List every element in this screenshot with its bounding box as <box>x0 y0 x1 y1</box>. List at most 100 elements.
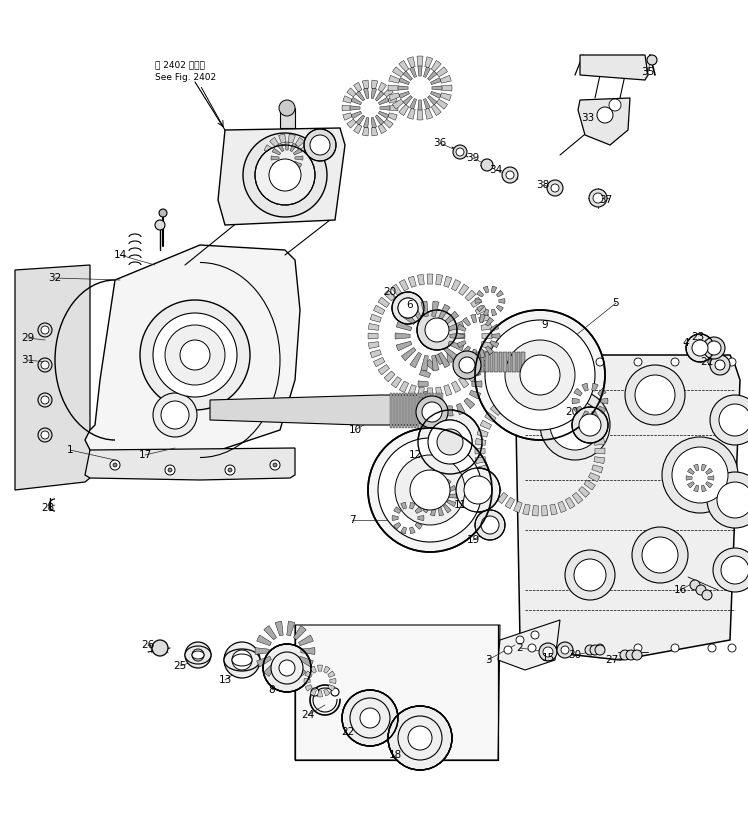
Polygon shape <box>343 113 352 121</box>
Circle shape <box>632 650 642 660</box>
Circle shape <box>502 167 518 183</box>
Circle shape <box>279 100 295 116</box>
Circle shape <box>475 510 505 540</box>
Polygon shape <box>384 290 395 301</box>
Polygon shape <box>85 448 295 480</box>
Polygon shape <box>350 106 360 110</box>
Polygon shape <box>305 685 312 691</box>
Polygon shape <box>550 387 557 398</box>
Polygon shape <box>384 88 393 97</box>
Polygon shape <box>418 486 427 492</box>
Circle shape <box>418 410 482 474</box>
Circle shape <box>686 334 714 362</box>
Polygon shape <box>301 163 310 171</box>
Circle shape <box>228 468 232 472</box>
Polygon shape <box>410 502 415 509</box>
Circle shape <box>710 355 730 375</box>
Circle shape <box>38 323 52 337</box>
Polygon shape <box>408 385 417 396</box>
Circle shape <box>41 396 49 404</box>
Circle shape <box>153 393 197 437</box>
Polygon shape <box>598 406 606 414</box>
Polygon shape <box>451 381 461 392</box>
Polygon shape <box>447 500 456 506</box>
Polygon shape <box>391 377 402 388</box>
Circle shape <box>672 447 728 503</box>
Circle shape <box>717 482 748 518</box>
Circle shape <box>155 220 165 230</box>
Polygon shape <box>354 83 362 92</box>
Polygon shape <box>481 352 485 372</box>
Polygon shape <box>418 500 427 506</box>
Circle shape <box>159 209 167 217</box>
Polygon shape <box>269 137 279 147</box>
Polygon shape <box>481 324 491 330</box>
Polygon shape <box>398 86 408 90</box>
Polygon shape <box>417 494 425 498</box>
Circle shape <box>311 688 319 696</box>
Polygon shape <box>491 286 497 293</box>
Polygon shape <box>432 301 439 316</box>
Polygon shape <box>462 346 470 354</box>
Circle shape <box>547 180 563 196</box>
Polygon shape <box>393 393 396 428</box>
Circle shape <box>279 660 295 676</box>
Polygon shape <box>418 515 424 520</box>
Polygon shape <box>437 67 447 77</box>
Polygon shape <box>402 311 416 325</box>
Polygon shape <box>592 383 598 392</box>
Polygon shape <box>310 689 316 696</box>
Polygon shape <box>480 420 491 430</box>
Text: 15: 15 <box>542 653 554 663</box>
Polygon shape <box>290 164 297 173</box>
Polygon shape <box>476 291 484 297</box>
Polygon shape <box>408 108 415 119</box>
Circle shape <box>360 708 380 728</box>
Circle shape <box>161 401 189 429</box>
Polygon shape <box>373 306 384 315</box>
Polygon shape <box>278 164 284 173</box>
Circle shape <box>585 645 595 655</box>
Circle shape <box>41 326 49 334</box>
Circle shape <box>710 395 748 445</box>
Circle shape <box>626 650 636 660</box>
Polygon shape <box>351 112 361 119</box>
Circle shape <box>642 537 678 573</box>
Polygon shape <box>558 501 566 512</box>
Polygon shape <box>347 119 356 128</box>
Polygon shape <box>375 91 384 101</box>
Polygon shape <box>421 301 429 316</box>
Circle shape <box>165 465 175 475</box>
Circle shape <box>192 649 204 661</box>
Polygon shape <box>317 691 322 697</box>
Polygon shape <box>435 393 438 428</box>
Circle shape <box>715 360 725 370</box>
Polygon shape <box>431 92 441 98</box>
Circle shape <box>702 590 712 600</box>
Polygon shape <box>438 304 450 320</box>
Polygon shape <box>425 108 432 119</box>
Polygon shape <box>686 476 692 480</box>
Circle shape <box>690 580 700 590</box>
Polygon shape <box>426 393 429 428</box>
Polygon shape <box>426 398 436 409</box>
Circle shape <box>647 55 657 65</box>
Polygon shape <box>408 393 411 428</box>
Polygon shape <box>594 439 604 445</box>
Text: 39: 39 <box>466 153 479 163</box>
Polygon shape <box>476 352 480 372</box>
Circle shape <box>481 516 499 534</box>
Polygon shape <box>330 678 336 683</box>
Polygon shape <box>402 393 405 428</box>
Circle shape <box>224 642 260 678</box>
Circle shape <box>388 706 452 770</box>
Polygon shape <box>693 485 699 491</box>
Polygon shape <box>425 57 432 68</box>
Polygon shape <box>542 386 548 396</box>
Polygon shape <box>388 96 397 103</box>
Polygon shape <box>396 341 412 351</box>
Circle shape <box>110 460 120 470</box>
Polygon shape <box>370 349 381 358</box>
Ellipse shape <box>185 646 211 664</box>
Polygon shape <box>432 393 435 428</box>
